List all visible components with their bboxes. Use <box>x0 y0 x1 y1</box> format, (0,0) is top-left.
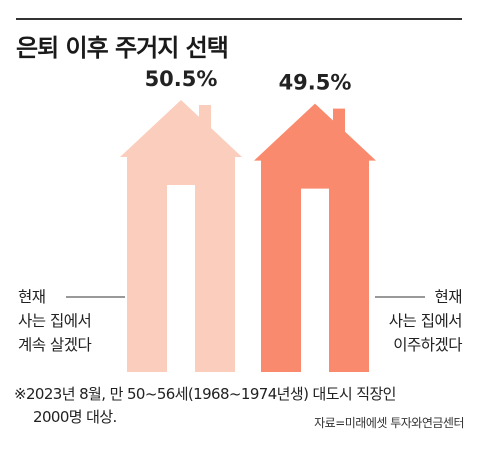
label-stay-line1: 현재 <box>18 288 46 306</box>
value-label-2: 49.5% <box>279 71 352 95</box>
top-rule <box>16 18 462 20</box>
label-stay: 현재 사는 집에서 계속 살겠다 <box>18 285 92 357</box>
house-bar-2 <box>254 103 376 372</box>
label-stay-line3: 계속 살겠다 <box>18 336 92 354</box>
value-label-1: 50.5% <box>145 67 218 91</box>
label-move-line3: 이주하겠다 <box>393 336 462 354</box>
survey-note-line2: 2000명 대상. <box>33 408 117 426</box>
label-stay-line2: 사는 집에서 <box>18 312 92 330</box>
survey-note-line1: ※2023년 8월, 만 50~56세(1968~1974년생) 대도시 직장인 <box>14 385 396 403</box>
house-bar-1 <box>120 100 242 372</box>
chart-title: 은퇴 이후 주거지 선택 <box>16 34 229 62</box>
label-move-line2: 사는 집에서 <box>388 312 463 330</box>
label-move-line1: 현재 <box>434 288 462 306</box>
source-credit: 자료=미래에셋 투자와연금센터 <box>314 416 464 430</box>
label-move: 현재 사는 집에서 이주하겠다 <box>388 285 463 357</box>
survey-note: ※2023년 8월, 만 50~56세(1968~1974년생) 대도시 직장인… <box>14 383 396 429</box>
